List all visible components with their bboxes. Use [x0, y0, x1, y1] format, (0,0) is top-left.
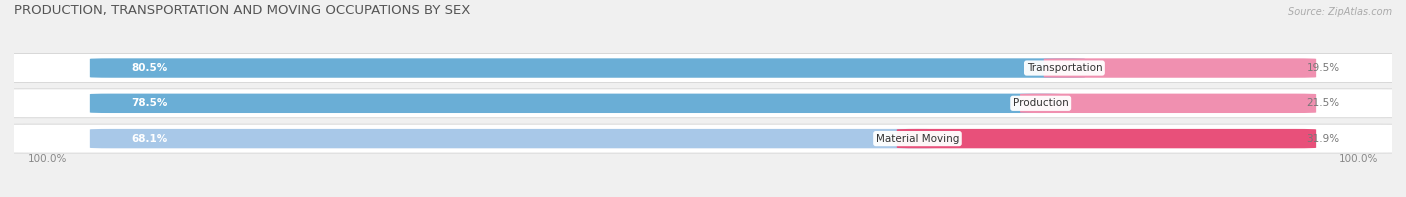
FancyBboxPatch shape [90, 94, 1062, 113]
FancyBboxPatch shape [90, 129, 938, 148]
FancyBboxPatch shape [1043, 58, 1316, 78]
Text: 31.9%: 31.9% [1306, 134, 1340, 144]
Text: 80.5%: 80.5% [131, 63, 167, 73]
Text: Transportation: Transportation [1026, 63, 1102, 73]
Text: 19.5%: 19.5% [1306, 63, 1340, 73]
Text: 68.1%: 68.1% [131, 134, 167, 144]
Text: Material Moving: Material Moving [876, 134, 959, 144]
Text: 100.0%: 100.0% [1339, 154, 1378, 164]
FancyBboxPatch shape [90, 58, 1085, 78]
FancyBboxPatch shape [0, 89, 1406, 118]
FancyBboxPatch shape [0, 124, 1406, 153]
Text: 78.5%: 78.5% [131, 98, 167, 108]
FancyBboxPatch shape [1019, 94, 1316, 113]
Text: Production: Production [1012, 98, 1069, 108]
Text: Source: ZipAtlas.com: Source: ZipAtlas.com [1288, 7, 1392, 17]
Text: PRODUCTION, TRANSPORTATION AND MOVING OCCUPATIONS BY SEX: PRODUCTION, TRANSPORTATION AND MOVING OC… [14, 4, 471, 17]
FancyBboxPatch shape [897, 129, 1316, 148]
Text: 21.5%: 21.5% [1306, 98, 1340, 108]
Text: 100.0%: 100.0% [28, 154, 67, 164]
FancyBboxPatch shape [0, 54, 1406, 83]
